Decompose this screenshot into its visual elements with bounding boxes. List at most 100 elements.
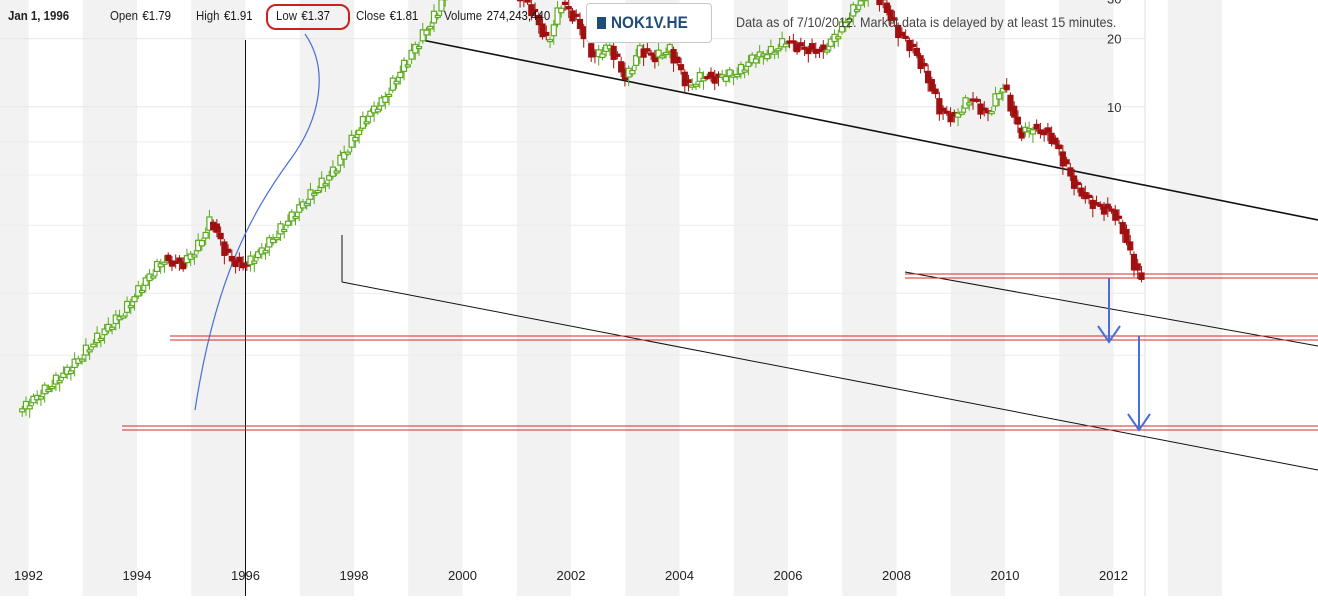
candle-body: [1104, 203, 1111, 209]
candle-body: [588, 43, 595, 58]
candle-body: [981, 107, 988, 111]
candle-body: [138, 289, 146, 294]
candle-body: [438, 0, 445, 12]
candle-body: [973, 98, 980, 102]
candle-body: [1138, 272, 1145, 280]
candle-body: [531, 8, 539, 13]
candle-body: [67, 370, 74, 375]
candle-body: [1134, 263, 1141, 271]
candle-body: [1085, 194, 1093, 198]
candle-body: [180, 261, 187, 270]
candle-body: [554, 7, 561, 25]
candle-body: [677, 64, 685, 71]
year-band: [1167, 0, 1222, 596]
candle-body: [318, 177, 325, 189]
candle-body: [767, 45, 774, 55]
candle-body: [992, 93, 999, 107]
candle-body: [363, 121, 370, 125]
candle-body: [546, 39, 554, 43]
x-tick-label: 2006: [774, 568, 803, 583]
lower-trendline: [341, 281, 1318, 471]
candle-body: [805, 48, 812, 55]
x-tick-label: 2004: [665, 568, 694, 583]
candle-body: [344, 151, 351, 155]
x-tick-label: 2000: [448, 568, 477, 583]
high-label: High: [196, 8, 220, 23]
candle-body: [311, 192, 318, 196]
candle-body: [535, 14, 542, 26]
candle-body: [644, 48, 651, 52]
candle-body: [988, 111, 995, 115]
candle-body: [90, 343, 97, 348]
candle-body: [1059, 151, 1066, 167]
candle-body: [427, 25, 434, 30]
down-arrow-head: [1097, 325, 1121, 344]
candle-body: [895, 24, 902, 39]
candle-body: [651, 54, 658, 63]
candle-body: [599, 53, 606, 59]
candle-body: [692, 83, 700, 87]
candle-body: [1130, 253, 1138, 271]
candle-body: [704, 76, 711, 80]
x-tick-label: 2002: [557, 568, 586, 583]
year-band: [950, 0, 1005, 596]
candle-body: [610, 45, 617, 60]
candle-body: [797, 42, 804, 47]
candle-body: [1123, 228, 1130, 244]
candle-body: [333, 170, 340, 174]
candle-body: [543, 31, 550, 36]
candle-body: [1097, 203, 1104, 207]
candle-body: [19, 408, 26, 413]
header-low: Low €1.37: [276, 8, 330, 23]
candle-body: [793, 43, 801, 53]
candle-body: [670, 49, 677, 64]
candle-body: [79, 358, 86, 362]
candle-body: [883, 2, 891, 13]
candle-body: [191, 254, 198, 258]
candle-body: [659, 55, 666, 59]
candle-body: [131, 296, 138, 303]
year-band: [408, 0, 463, 596]
header-volume: Volume 274,243,440: [444, 8, 550, 23]
candle-body: [853, 8, 861, 13]
candle-body: [820, 44, 827, 51]
candle-body: [198, 239, 206, 247]
candle-body: [86, 349, 93, 353]
y-tick-label: 30: [1107, 0, 1121, 7]
candle-body: [1044, 127, 1051, 133]
candle-body: [1007, 94, 1014, 112]
candle-body: [254, 251, 262, 259]
candle-body: [857, 0, 864, 6]
candle-body: [823, 49, 831, 53]
candle-body: [722, 75, 730, 82]
ticker-box[interactable]: NOK1V.HE: [586, 3, 712, 43]
candle-body: [595, 49, 602, 58]
year-band: [733, 0, 788, 596]
candle-body: [681, 71, 688, 87]
candle-body: [56, 380, 63, 384]
candle-body: [943, 110, 950, 114]
candle-body: [666, 43, 673, 52]
open-value: €1.79: [142, 8, 172, 23]
candle-body: [284, 220, 292, 226]
candle-body: [999, 87, 1007, 93]
candle-body: [45, 388, 52, 393]
candle-body: [1011, 105, 1018, 118]
data-disclaimer: Data as of 7/10/2012. Market data is del…: [736, 14, 1117, 30]
candle-body: [337, 154, 344, 166]
candle-body: [996, 92, 1003, 100]
candle-body: [161, 261, 168, 265]
x-tick-label: 2010: [991, 568, 1020, 583]
candle-body: [902, 35, 909, 39]
y-tick-label: 20: [1107, 32, 1121, 47]
candle-body: [1003, 84, 1010, 91]
year-band: [299, 0, 354, 596]
candle-body: [165, 254, 172, 262]
header-date: Jan 1, 1996: [8, 8, 70, 23]
candle-body: [779, 38, 786, 48]
candle-body: [662, 51, 670, 56]
candle-body: [273, 237, 280, 241]
x-tick-label: 2012: [1099, 568, 1128, 583]
candle-body: [415, 45, 423, 50]
candle-body: [921, 62, 928, 67]
